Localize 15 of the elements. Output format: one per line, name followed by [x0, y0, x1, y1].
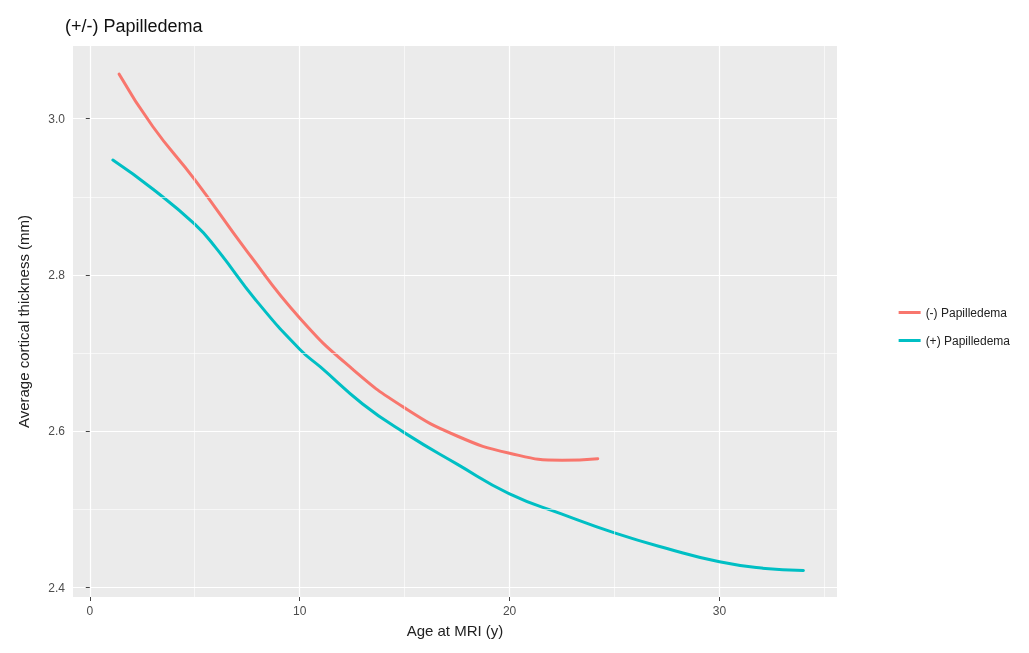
x-axis-title: Age at MRI (y) — [406, 622, 504, 639]
line-series — [117, 72, 600, 462]
y-tick-label: 3.0 — [48, 111, 66, 126]
x-tick-label: 0 — [86, 604, 94, 618]
x-tick-label: 30 — [712, 604, 727, 618]
y-tick-label: 2.8 — [48, 268, 66, 282]
y-tick-label: 2.4 — [48, 580, 66, 595]
chart-title: (+/-) Papilledema — [65, 16, 204, 36]
y-axis-title: Average cortical thickness (mm) — [15, 214, 32, 429]
y-tick-label: 2.6 — [48, 424, 66, 439]
x-tick-label: 20 — [502, 604, 517, 618]
legend-label: (+) Papilledema — [925, 333, 1011, 348]
legend-label: (-) Papilledema — [925, 305, 1008, 320]
line-series — [111, 158, 805, 572]
x-tick-label: 10 — [293, 604, 307, 618]
